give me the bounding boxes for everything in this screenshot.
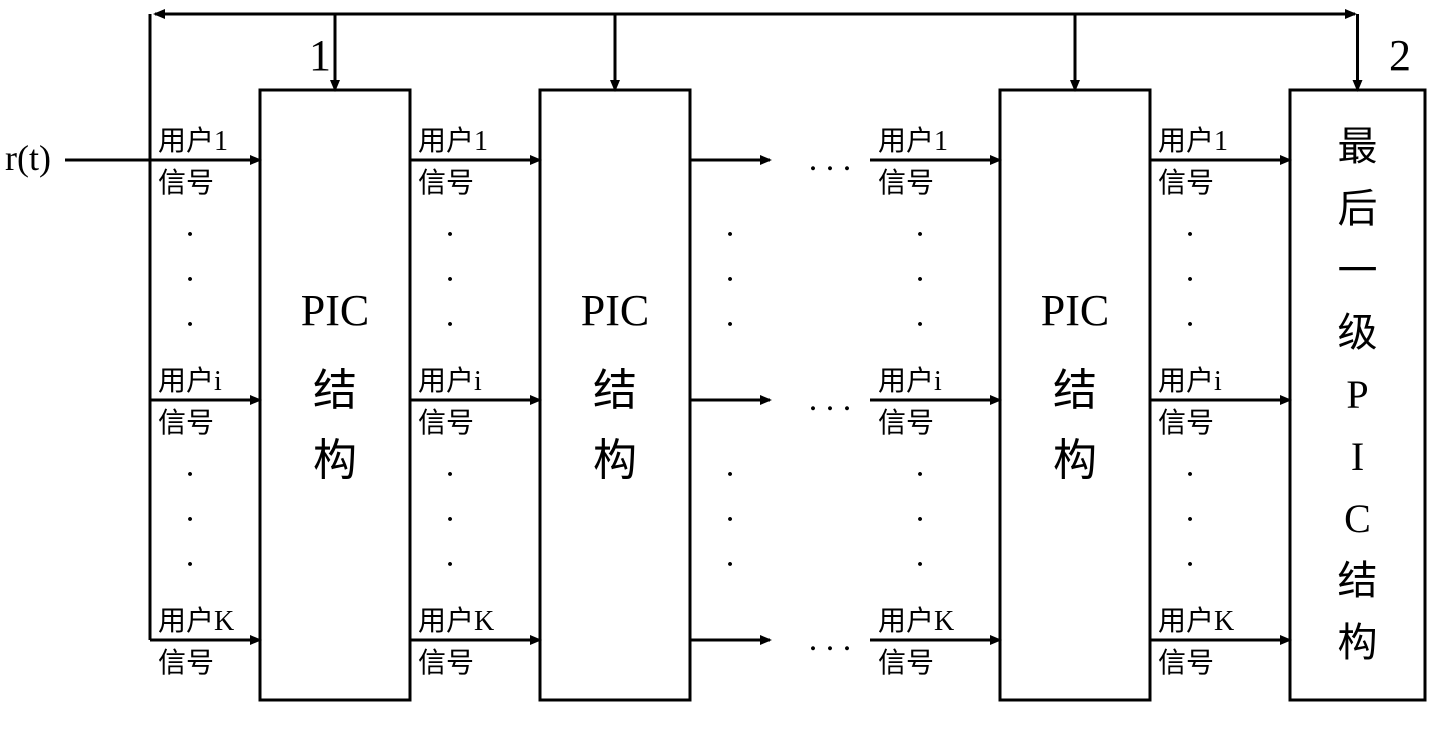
vdots: · xyxy=(444,456,455,493)
vdots: · xyxy=(1184,306,1195,343)
vdots: · xyxy=(1184,456,1195,493)
sig-top: 用户1 xyxy=(418,125,488,157)
vdots: · xyxy=(724,501,735,538)
sig-bot: 信号 xyxy=(1158,647,1214,679)
vdots: · xyxy=(914,261,925,298)
sig-bot: 信号 xyxy=(418,647,474,679)
sig-bot: 信号 xyxy=(418,167,474,199)
box-label: 构 xyxy=(593,436,637,485)
sig-bot: 信号 xyxy=(1158,167,1214,199)
sig-top: 用户1 xyxy=(158,125,228,157)
final-box-char: P xyxy=(1346,372,1368,417)
sig-bot: 信号 xyxy=(878,407,934,439)
sig-bot: 信号 xyxy=(878,647,934,679)
sig-top: 用户i xyxy=(1158,365,1222,397)
vdots: · xyxy=(724,216,735,253)
box-label: 结 xyxy=(1053,366,1097,415)
vdots: · xyxy=(914,546,925,583)
sig-top: 用户K xyxy=(878,605,954,637)
sig-bot: 信号 xyxy=(158,407,214,439)
sig-top: 用户i xyxy=(418,365,482,397)
box-label: 结 xyxy=(313,366,357,415)
vdots: · xyxy=(1184,261,1195,298)
vdots: · xyxy=(184,306,195,343)
final-box-char: 一 xyxy=(1338,248,1378,293)
vdots: · xyxy=(1184,216,1195,253)
final-box-char: C xyxy=(1344,496,1371,541)
sig-top: 用户1 xyxy=(1158,125,1228,157)
sig-bot: 信号 xyxy=(158,167,214,199)
final-box-char: 后 xyxy=(1338,186,1378,231)
sig-top: 用户1 xyxy=(878,125,948,157)
vdots: · xyxy=(184,216,195,253)
final-box-char: 构 xyxy=(1338,620,1378,665)
vdots: · xyxy=(184,261,195,298)
vdots: · xyxy=(724,306,735,343)
sig-top: 用户K xyxy=(418,605,494,637)
sig-bot: 信号 xyxy=(158,647,214,679)
final-box-char: 最 xyxy=(1338,124,1378,169)
vdots: · xyxy=(184,456,195,493)
vdots: · xyxy=(914,501,925,538)
vdots: · xyxy=(914,216,925,253)
vdots: · xyxy=(1184,546,1195,583)
box-label: PIC xyxy=(301,286,369,335)
vdots: · xyxy=(724,546,735,583)
sig-top: 用户K xyxy=(1158,605,1234,637)
vdots: · xyxy=(724,456,735,493)
vdots: · xyxy=(444,546,455,583)
vdots: · xyxy=(184,546,195,583)
vdots: · xyxy=(184,501,195,538)
sig-top: 用户i xyxy=(878,365,942,397)
hdots: . . . xyxy=(809,141,852,178)
sig-bot: 信号 xyxy=(1158,407,1214,439)
sig-bot: 信号 xyxy=(418,407,474,439)
sig-top: 用户K xyxy=(158,605,234,637)
sig-bot: 信号 xyxy=(878,167,934,199)
hdots: . . . xyxy=(809,381,852,418)
final-box-char: I xyxy=(1351,434,1364,479)
final-box-char: 级 xyxy=(1338,310,1378,355)
vdots: · xyxy=(914,456,925,493)
vdots: · xyxy=(914,306,925,343)
number-1: 1 xyxy=(309,31,331,80)
vdots: · xyxy=(444,501,455,538)
vdots: · xyxy=(444,306,455,343)
final-box-char: 结 xyxy=(1338,558,1378,603)
vdots: · xyxy=(1184,501,1195,538)
box-label: 构 xyxy=(313,436,357,485)
box-label: PIC xyxy=(1041,286,1109,335)
number-2: 2 xyxy=(1389,31,1411,80)
vdots: · xyxy=(444,261,455,298)
box-label: 构 xyxy=(1053,436,1097,485)
sig-top: 用户i xyxy=(158,365,222,397)
vdots: · xyxy=(724,261,735,298)
input-label: r(t) xyxy=(5,138,51,178)
vdots: · xyxy=(444,216,455,253)
hdots: . . . xyxy=(809,621,852,658)
box-label: PIC xyxy=(581,286,649,335)
box-label: 结 xyxy=(593,366,637,415)
